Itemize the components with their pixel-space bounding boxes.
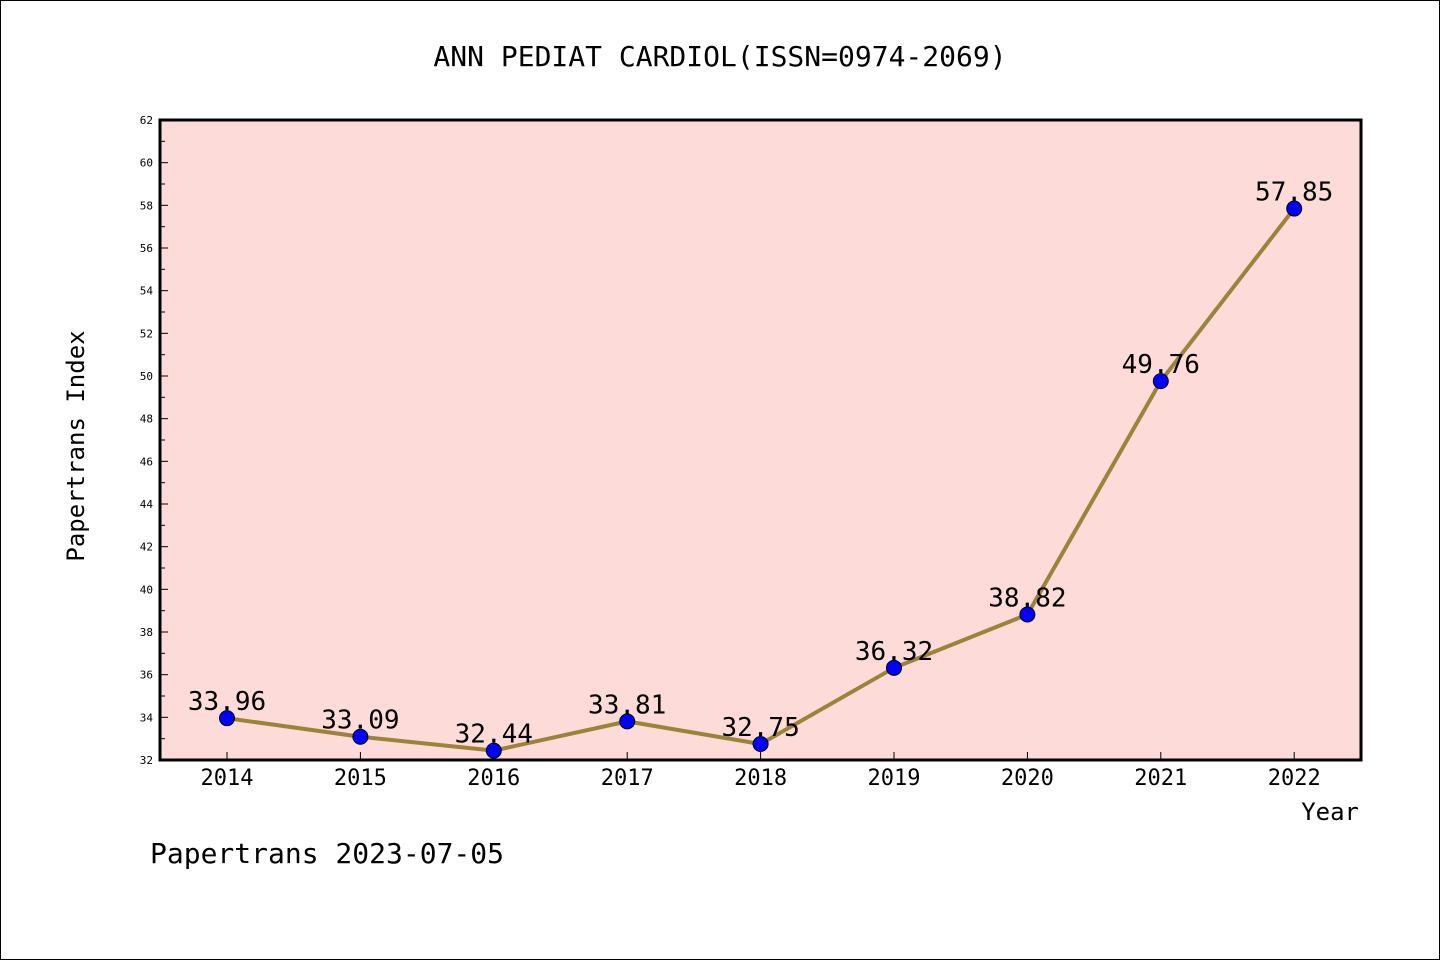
data-label-layer: 33.96 33.09 32.44 33.81 32.75 36.32 38.82 49.76… (188, 178, 1333, 750)
data-point (619, 713, 636, 730)
x-tick-label: 2014 (201, 766, 254, 791)
data-label: 38.82 (988, 584, 1066, 614)
data-label: 36.32 (855, 637, 933, 667)
data-label: 33.81 (588, 690, 666, 720)
y-tick-label: 42 (140, 541, 153, 554)
series-layer (219, 200, 1303, 759)
data-point (886, 659, 902, 676)
data-point (352, 728, 369, 745)
y-tick-label: 34 (140, 711, 154, 724)
y-tick-label: 50 (140, 370, 153, 383)
chart-title: ANN PEDIAT CARDIOL(ISSN=0974-2069) (433, 40, 1006, 73)
y-tick-label: 36 (140, 669, 153, 682)
data-label: 32.75 (721, 713, 799, 743)
x-tick-label: 2019 (868, 766, 921, 791)
x-tick-label: 2015 (334, 766, 387, 791)
y-tick-label: 44 (140, 498, 154, 511)
y-tick-label: 54 (140, 285, 154, 298)
x-tick-label: 2016 (467, 766, 520, 791)
y-tick-label: 60 (140, 157, 153, 170)
x-axis-title: Year (1301, 798, 1359, 826)
data-label: 33.96 (188, 687, 266, 717)
x-tick-label: 2021 (1134, 766, 1187, 791)
y-tick-label: 52 (140, 327, 153, 340)
y-tick-label: 56 (140, 242, 153, 255)
data-point (1019, 606, 1036, 623)
y-tick-label: 62 (140, 114, 153, 127)
y-tick-label: 48 (140, 413, 153, 426)
data-label: 57.85 (1255, 178, 1333, 208)
data-point (1152, 373, 1169, 390)
data-point (219, 710, 235, 727)
plot-area (158, 118, 1363, 762)
y-tick-label: 58 (140, 199, 153, 212)
y-tick-label: 40 (140, 583, 153, 596)
data-point (752, 736, 769, 752)
footer-text: Papertrans 2023-07-05 (150, 837, 504, 870)
data-label: 32.44 (455, 720, 533, 750)
x-tick-label: 2017 (601, 766, 654, 791)
data-label: 49.76 (1122, 350, 1200, 380)
x-axis: 2014 2015 2016 2017 2018 2019 2020 2021 2022 (201, 752, 1321, 791)
y-tick-label: 46 (140, 455, 153, 468)
y-tick-label: 32 (140, 754, 153, 767)
data-point (485, 742, 502, 759)
y-axis: 32 34 36 38 40 42 44 46 48 50 52 54 56 58 60 62 (140, 114, 168, 767)
data-label: 33.09 (321, 706, 399, 736)
x-tick-label: 2018 (734, 766, 787, 791)
x-tick-label: 2020 (1001, 766, 1054, 791)
y-axis-title: Papertrans Index (62, 330, 90, 561)
y-tick-label: 38 (140, 626, 153, 639)
x-tick-label: 2022 (1268, 766, 1321, 791)
data-point (1286, 200, 1303, 217)
